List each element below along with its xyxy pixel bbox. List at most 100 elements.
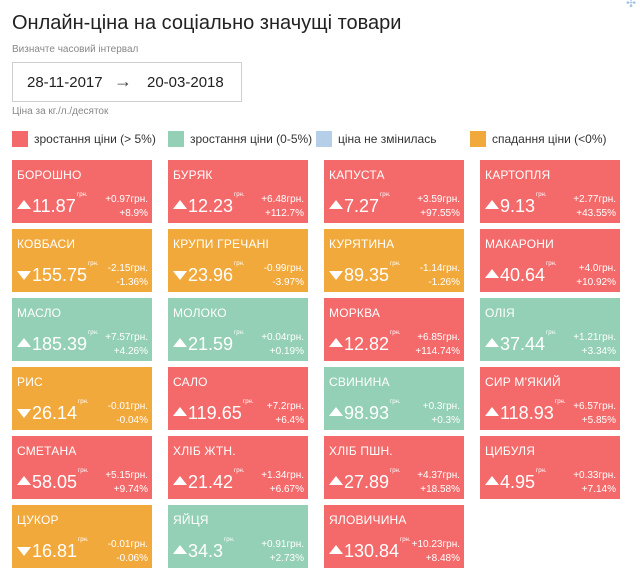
product-card[interactable]: САЛО 119.65 грн. +7.2грн. +6.4% — [168, 367, 308, 430]
product-card[interactable]: КОВБАСИ 155.75 грн. -2.15грн. -1.36% — [12, 229, 152, 292]
product-card[interactable]: МОЛОКО 21.59 грн. +0.04грн. +0.19% — [168, 298, 308, 361]
product-price: 98.93 — [344, 403, 390, 423]
product-card[interactable]: МОРКВА 12.82 грн. +6.85грн. +114.74% — [324, 298, 464, 361]
product-card[interactable]: ЦИБУЛЯ 4.95 грн. +0.33грн. +7.14% — [480, 436, 620, 499]
product-card[interactable]: РИС 26.14 грн. -0.01грн. -0.04% — [12, 367, 152, 430]
product-card[interactable]: СМЕТАНА 58.05 грн. +5.15грн. +9.74% — [12, 436, 152, 499]
product-card[interactable]: ЯЙЦЯ 34.3 грн. +0.91грн. +2.73% — [168, 505, 308, 568]
currency-label: грн. — [555, 399, 566, 405]
product-card[interactable]: КРУПИ ГРЕЧАНІ 23.96 грн. -0.99грн. -3.97% — [168, 229, 308, 292]
price-change: +7.57грн. — [105, 332, 148, 343]
product-card[interactable]: ХЛІБ ЖТН. 21.42 грн. +1.34грн. +6.67% — [168, 436, 308, 499]
date-from-field[interactable]: 28-11-2017 — [27, 74, 103, 91]
price-change: +4.0грн. — [578, 263, 616, 274]
product-price: 21.59 — [188, 334, 234, 354]
product-price: 23.96 — [188, 265, 234, 285]
unit-label: Ціна за кг./л./десяток — [12, 106, 109, 117]
price-change-percent: +0.3% — [431, 415, 460, 426]
currency-label: грн. — [234, 468, 245, 474]
product-name: ХЛІБ ЖТН. — [173, 444, 236, 458]
product-name: КАПУСТА — [329, 168, 385, 182]
product-name: КУРЯТИНА — [329, 237, 395, 251]
currency-label: грн. — [380, 192, 391, 198]
price-change-percent: +0.19% — [269, 346, 304, 357]
product-name: БУРЯК — [173, 168, 213, 182]
triangle-down-icon — [17, 409, 31, 418]
triangle-up-icon — [173, 407, 187, 416]
date-range-picker[interactable]: 28-11-2017 → 20-03-2018 — [12, 62, 242, 102]
product-price: 9.13 — [500, 196, 536, 216]
triangle-up-icon — [485, 407, 499, 416]
currency-label: грн. — [390, 468, 401, 474]
product-card[interactable]: ХЛІБ ПШН. 27.89 грн. +4.37грн. +18.58% — [324, 436, 464, 499]
product-name: МАКАРОНИ — [485, 237, 554, 251]
price-change-percent: +5.85% — [581, 415, 616, 426]
product-price: 185.39 — [32, 334, 88, 354]
triangle-down-icon — [17, 547, 31, 556]
product-card[interactable]: СВИНИНА 98.93 грн. +0.3грн. +0.3% — [324, 367, 464, 430]
currency-label: грн. — [400, 537, 411, 543]
legend-label: зростання ціни (0-5%) — [190, 132, 313, 146]
legend-item: спадання ціни (<0%) — [470, 131, 606, 147]
price-change-percent: +6.67% — [269, 484, 304, 495]
product-price: 34.3 — [188, 541, 224, 561]
product-name: ОЛІЯ — [485, 306, 515, 320]
currency-label: грн. — [78, 468, 89, 474]
price-change-percent: -1.36% — [116, 277, 148, 288]
triangle-up-icon — [329, 200, 343, 209]
product-card[interactable]: КУРЯТИНА 89.35 грн. -1.14грн. -1.26% — [324, 229, 464, 292]
product-card[interactable]: ЦУКОР 16.81 грн. -0.01грн. -0.06% — [12, 505, 152, 568]
product-card[interactable]: МАСЛО 185.39 грн. +7.57грн. +4.26% — [12, 298, 152, 361]
price-change: +1.21грн. — [573, 332, 616, 343]
legend-label: ціна не змінилась — [338, 132, 437, 146]
legend-label: зростання ціни (> 5%) — [34, 132, 156, 146]
product-name: КОВБАСИ — [17, 237, 76, 251]
price-change-percent: -0.04% — [116, 415, 148, 426]
price-change: -0.99грн. — [263, 263, 304, 274]
triangle-down-icon — [17, 271, 31, 280]
currency-label: грн. — [78, 399, 89, 405]
product-card[interactable]: БУРЯК 12.23 грн. +6.48грн. +112.7% — [168, 160, 308, 223]
product-name: КАРТОПЛЯ — [485, 168, 551, 182]
currency-label: грн. — [536, 192, 547, 198]
price-change: +10.23грн. — [411, 539, 460, 550]
product-price: 40.64 — [500, 265, 546, 285]
price-change-percent: +43.55% — [576, 208, 616, 219]
price-change: +6.57грн. — [573, 401, 616, 412]
product-name: СВИНИНА — [329, 375, 390, 389]
product-name: СМЕТАНА — [17, 444, 77, 458]
product-card[interactable]: СИР М'ЯКИЙ 118.93 грн. +6.57грн. +5.85% — [480, 367, 620, 430]
date-to-field[interactable]: 20-03-2018 — [147, 74, 224, 91]
product-card[interactable]: ЯЛОВИЧИНА 130.84 грн. +10.23грн. +8.48% — [324, 505, 464, 568]
product-name: САЛО — [173, 375, 208, 389]
currency-label: грн. — [78, 537, 89, 543]
currency-label: грн. — [390, 399, 401, 405]
product-card[interactable]: БОРОШНО 11.87 грн. +0.97грн. +8.9% — [12, 160, 152, 223]
product-price: 58.05 — [32, 472, 78, 492]
currency-label: грн. — [234, 192, 245, 198]
price-change: -0.01грн. — [107, 539, 148, 550]
product-card[interactable]: МАКАРОНИ 40.64 грн. +4.0грн. +10.92% — [480, 229, 620, 292]
product-price: 37.44 — [500, 334, 546, 354]
product-card[interactable]: ОЛІЯ 37.44 грн. +1.21грн. +3.34% — [480, 298, 620, 361]
expand-icon[interactable]: ✣ — [626, 0, 637, 10]
price-change: -2.15грн. — [107, 263, 148, 274]
product-price: 89.35 — [344, 265, 390, 285]
price-change: +5.15грн. — [105, 470, 148, 481]
product-price: 130.84 — [344, 541, 400, 561]
triangle-up-icon — [329, 476, 343, 485]
triangle-up-icon — [17, 200, 31, 209]
price-change-percent: +9.74% — [113, 484, 148, 495]
product-name: КРУПИ ГРЕЧАНІ — [173, 237, 270, 251]
triangle-down-icon — [173, 271, 187, 280]
price-change: +6.48грн. — [261, 194, 304, 205]
product-card[interactable]: КАПУСТА 7.27 грн. +3.59грн. +97.55% — [324, 160, 464, 223]
currency-label: грн. — [390, 330, 401, 336]
product-name: ЦИБУЛЯ — [485, 444, 536, 458]
product-name: ХЛІБ ПШН. — [329, 444, 393, 458]
price-change-percent: +97.55% — [420, 208, 460, 219]
product-card[interactable]: КАРТОПЛЯ 9.13 грн. +2.77грн. +43.55% — [480, 160, 620, 223]
currency-label: грн. — [234, 330, 245, 336]
currency-label: грн. — [234, 261, 245, 267]
triangle-up-icon — [485, 338, 499, 347]
